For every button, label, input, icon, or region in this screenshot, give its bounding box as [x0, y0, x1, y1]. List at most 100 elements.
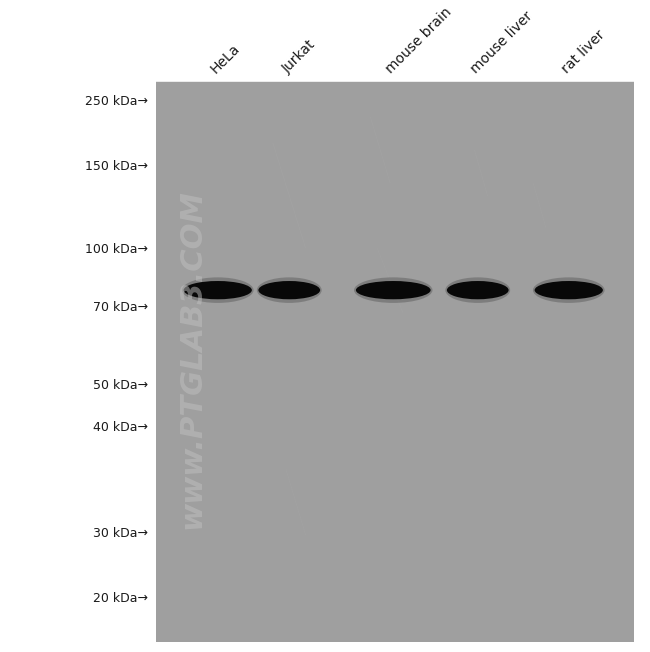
Bar	[156, 614, 634, 621]
Ellipse shape	[182, 277, 254, 303]
Bar	[156, 362, 634, 369]
Bar	[156, 96, 634, 102]
Bar	[156, 411, 634, 418]
Ellipse shape	[534, 281, 603, 299]
Bar	[156, 348, 634, 355]
Text: 100 kDa→: 100 kDa→	[85, 243, 148, 256]
Bar	[156, 502, 634, 509]
Bar	[156, 523, 634, 530]
Bar	[156, 173, 634, 179]
Bar	[156, 467, 634, 474]
Bar	[156, 530, 634, 537]
Bar	[156, 432, 634, 439]
Bar	[156, 593, 634, 600]
Bar	[156, 186, 634, 194]
Text: mouse brain: mouse brain	[384, 5, 454, 76]
Bar	[156, 425, 634, 432]
Text: mouse liver: mouse liver	[468, 9, 535, 76]
Bar	[156, 565, 634, 572]
Bar	[156, 509, 634, 516]
Bar	[156, 635, 634, 642]
Bar	[156, 138, 634, 145]
Bar	[156, 82, 634, 642]
Ellipse shape	[533, 277, 604, 303]
Bar	[156, 481, 634, 488]
Bar	[156, 404, 634, 411]
Bar	[156, 319, 634, 327]
Bar	[156, 257, 634, 263]
Bar	[156, 334, 634, 341]
Bar	[156, 306, 634, 313]
Bar	[156, 453, 634, 460]
Bar	[156, 145, 634, 152]
Text: 70 kDa→: 70 kDa→	[93, 301, 148, 314]
Bar	[156, 439, 634, 446]
Bar	[156, 229, 634, 235]
Bar	[156, 292, 634, 299]
Bar	[156, 341, 634, 348]
Bar	[156, 243, 634, 250]
Text: 150 kDa→: 150 kDa→	[85, 160, 148, 173]
Ellipse shape	[257, 277, 322, 303]
Ellipse shape	[354, 277, 432, 303]
Bar	[156, 313, 634, 319]
Bar	[156, 271, 634, 278]
Bar	[156, 488, 634, 495]
Bar	[156, 586, 634, 593]
Bar	[156, 152, 634, 158]
Bar	[156, 207, 634, 215]
Bar	[156, 158, 634, 166]
Bar	[156, 383, 634, 390]
Bar	[156, 89, 634, 96]
Bar	[156, 285, 634, 292]
Bar	[156, 516, 634, 523]
Bar	[156, 117, 634, 123]
Text: HeLa: HeLa	[208, 42, 242, 76]
Bar	[156, 446, 634, 453]
Bar	[156, 572, 634, 579]
Bar	[156, 600, 634, 607]
Bar	[156, 495, 634, 502]
Bar	[156, 263, 634, 271]
Bar	[156, 579, 634, 586]
Text: rat liver: rat liver	[559, 28, 607, 76]
Bar	[156, 355, 634, 362]
Ellipse shape	[447, 281, 508, 299]
Ellipse shape	[356, 281, 430, 299]
Bar	[156, 102, 634, 110]
Text: 250 kDa→: 250 kDa→	[85, 95, 148, 108]
Bar	[156, 215, 634, 222]
Bar	[156, 369, 634, 376]
Bar	[156, 250, 634, 257]
Bar	[156, 299, 634, 306]
Bar	[156, 418, 634, 425]
Bar	[156, 621, 634, 629]
Bar	[156, 124, 634, 130]
Text: 30 kDa→: 30 kDa→	[93, 527, 148, 540]
Bar	[156, 460, 634, 467]
Bar	[156, 278, 634, 285]
Bar	[156, 376, 634, 383]
Text: Jurkat: Jurkat	[280, 38, 318, 76]
Text: www.PTGLAB3.COM: www.PTGLAB3.COM	[177, 188, 206, 529]
Bar	[156, 110, 634, 117]
Bar	[156, 235, 634, 243]
Ellipse shape	[259, 281, 320, 299]
Ellipse shape	[183, 281, 252, 299]
Bar	[156, 474, 634, 481]
Bar	[156, 82, 634, 89]
Text: 40 kDa→: 40 kDa→	[93, 421, 148, 434]
Bar	[156, 201, 634, 207]
Bar	[156, 327, 634, 334]
Bar	[156, 607, 634, 614]
Bar	[156, 551, 634, 558]
Bar	[156, 130, 634, 138]
Bar	[156, 166, 634, 173]
Bar	[156, 222, 634, 229]
Bar	[156, 390, 634, 397]
Bar	[156, 194, 634, 201]
Bar	[156, 397, 634, 404]
Ellipse shape	[445, 277, 510, 303]
Text: 20 kDa→: 20 kDa→	[93, 592, 148, 605]
Bar	[156, 544, 634, 551]
